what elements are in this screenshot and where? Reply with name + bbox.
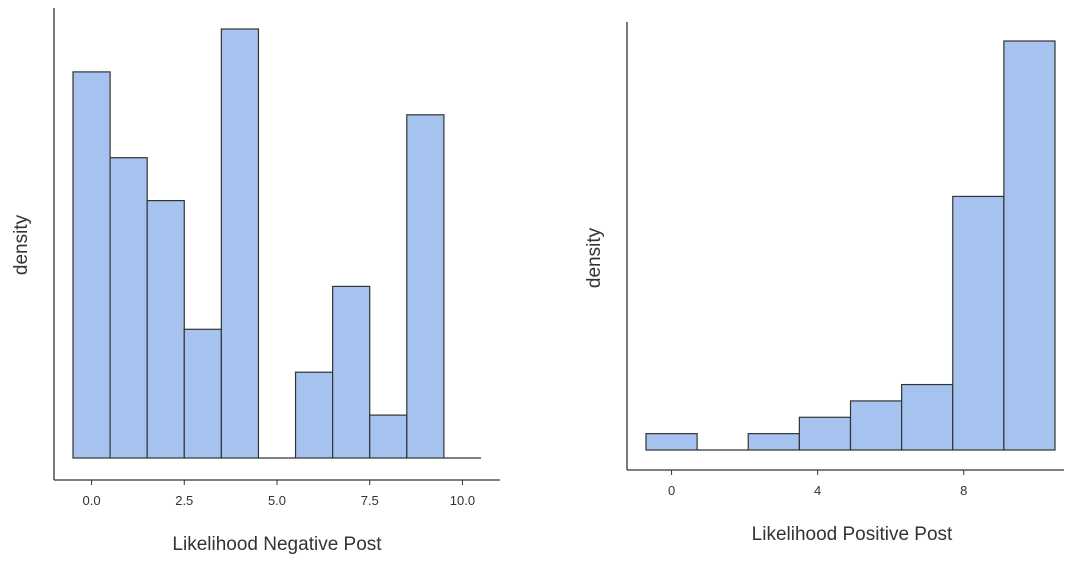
histogram-bar-negative-0 <box>72 71 111 459</box>
histogram-bar-negative-8 <box>369 414 408 459</box>
x-tick-label-positive-0: 0 <box>668 483 675 498</box>
x-axis-title-negative: Likelihood Negative Post <box>172 534 382 555</box>
x-tick-label-positive-2: 8 <box>960 483 967 498</box>
y-axis-title-negative: density <box>11 214 32 275</box>
x-tick-label-negative-1: 2.5 <box>175 493 193 508</box>
x-axis-title-positive: Likelihood Positive Post <box>752 524 953 545</box>
histogram-bar-positive-0 <box>645 433 698 451</box>
x-tick-label-negative-3: 7.5 <box>361 493 379 508</box>
x-tick-label-negative-0: 0.0 <box>83 493 101 508</box>
x-ticks-positive: 0 4 8 <box>668 470 967 498</box>
x-tick-label-negative-4: 10.0 <box>450 493 475 508</box>
y-axis-title-positive: density <box>584 227 605 288</box>
histogram-bar-positive-4 <box>849 400 903 451</box>
histogram-bar-negative-6 <box>294 371 334 459</box>
histogram-bar-negative-7 <box>332 285 371 459</box>
histogram-negative-post: 0.0 2.5 5.0 7.5 10.0 Likelihood Negative Pos… <box>11 8 500 555</box>
histogram-bar-negative-3 <box>183 328 222 459</box>
bars-negative <box>72 28 481 459</box>
histogram-bar-negative-4 <box>220 28 260 459</box>
histogram-positive-post: 0 4 8 Likelihood Positive Post density <box>584 22 1064 545</box>
x-tick-label-negative-2: 5.0 <box>268 493 286 508</box>
histogram-bar-negative-2 <box>146 200 185 459</box>
histogram-bar-positive-5 <box>901 383 954 451</box>
histogram-bar-negative-1 <box>109 157 148 459</box>
histogram-bar-positive-3 <box>798 416 852 451</box>
histogram-bar-positive-2 <box>747 433 800 451</box>
histogram-bar-positive-7 <box>1003 40 1056 451</box>
bars-positive <box>645 40 1056 451</box>
x-tick-label-positive-1: 4 <box>814 483 821 498</box>
histogram-bar-positive-6 <box>952 195 1005 451</box>
x-ticks-negative: 0.0 2.5 5.0 7.5 10.0 <box>83 480 475 508</box>
histogram-bar-negative-9 <box>406 114 445 459</box>
